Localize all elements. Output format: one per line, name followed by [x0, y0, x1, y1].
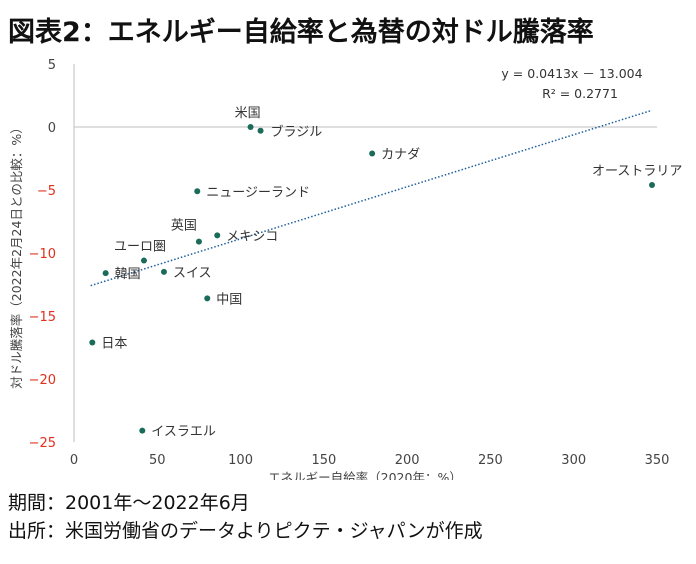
x-tick-label: 100: [228, 453, 253, 468]
chart-axes: 50−5−10−15−20−250 50 100 150 200 250 300 350: [29, 58, 670, 468]
data-point-label: ブラジル: [271, 124, 323, 140]
data-point: [102, 270, 109, 277]
y-tick-label: −25: [29, 436, 56, 451]
data-point-label: 英国: [171, 219, 197, 234]
trendline-r2: R² = 0.2771: [542, 86, 618, 101]
data-point-label: スイス: [173, 266, 212, 281]
y-tick-label: −20: [29, 373, 56, 388]
data-point: [89, 339, 96, 346]
data-point: [257, 127, 264, 134]
x-tick-label: 250: [478, 453, 503, 468]
data-point: [194, 188, 201, 195]
data-point: [160, 268, 167, 275]
data-point: [204, 295, 211, 302]
scatter-chart: 50−5−10−15−20−250 50 100 150 200 250 300 350 米国…: [9, 58, 682, 480]
x-tick-label: 0: [70, 453, 78, 468]
data-point-label: 中国: [216, 292, 242, 307]
data-point-label: 韓国: [115, 267, 141, 282]
data-point: [369, 150, 376, 157]
data-point-label: メキシコ: [226, 229, 278, 244]
data-point-label: カナダ: [381, 147, 420, 162]
data-point-label: 米国: [235, 106, 261, 121]
x-tick-label: 350: [645, 453, 670, 468]
y-tick-label: −15: [29, 310, 56, 325]
data-point-label: ニュージーランド: [206, 185, 310, 200]
trendline-group: [90, 109, 653, 287]
trendline-equation: y = 0.0413x － 13.004: [501, 66, 642, 81]
footer-period: 期間：2001年～2022年6月: [8, 492, 250, 514]
trendline: [90, 109, 653, 287]
data-point: [139, 427, 146, 434]
data-point-label: イスラエル: [151, 425, 216, 440]
data-point: [140, 257, 147, 264]
x-axis-label: エネルギー自給率（2020年：%）: [268, 470, 462, 480]
y-tick-label: −10: [29, 247, 56, 262]
footer-source: 出所：米国労働省のデータよりピクテ・ジャパンが作成: [8, 520, 483, 542]
y-tick-label: 0: [48, 121, 56, 136]
x-tick-label: 200: [395, 453, 420, 468]
data-point-label: ユーロ圏: [114, 240, 166, 255]
page-title: 図表2：エネルギー自給率と為替の対ドル騰落率: [8, 17, 594, 48]
y-tick-label: −5: [37, 184, 56, 199]
x-tick-label: 150: [311, 453, 336, 468]
y-axis-label: 対ドル騰落率（2022年2月24日との比較：%）: [9, 121, 24, 388]
data-point: [214, 232, 221, 239]
x-tick-label: 300: [561, 453, 586, 468]
y-tick-label: 5: [48, 58, 56, 73]
data-point: [195, 238, 202, 245]
x-tick-label: 50: [149, 453, 166, 468]
data-point: [247, 124, 254, 130]
data-point-label: 日本: [101, 336, 127, 351]
data-point: [649, 181, 656, 188]
data-point-label: オーストラリア: [592, 164, 682, 179]
